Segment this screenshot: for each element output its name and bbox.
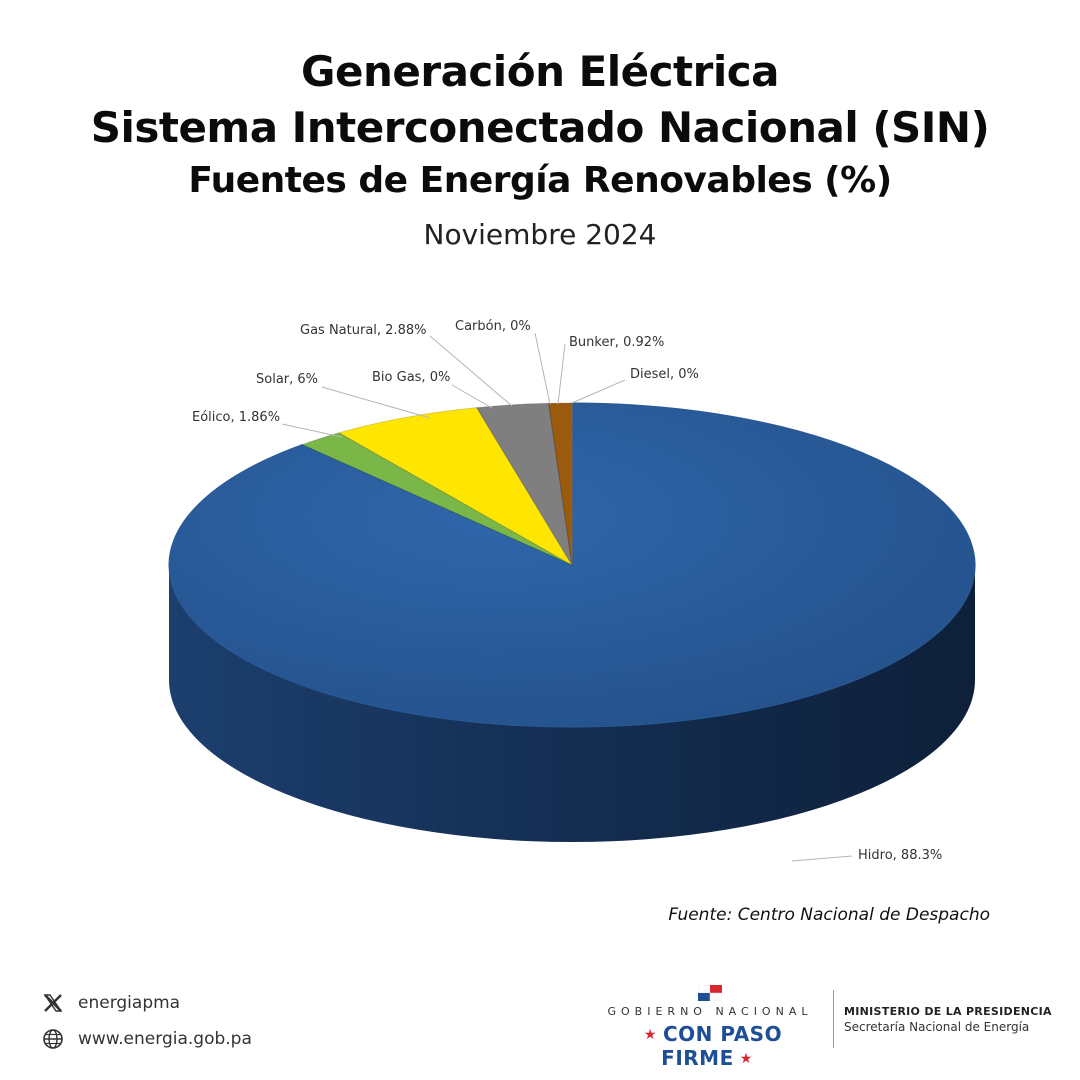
leader-line	[557, 343, 566, 405]
slice-label-bio-gas: Bio Gas, 0%	[372, 370, 450, 385]
ministry-block: MINISTERIO DE LA PRESIDENCIA Secretaría …	[844, 1005, 1052, 1034]
star-icon: ★	[739, 1051, 753, 1067]
gov-line-1: GOBIERNO NACIONAL	[607, 1005, 813, 1018]
slice-label-eólico: Eólico, 1.86%	[192, 410, 280, 425]
pie-slice-solar	[337, 407, 574, 567]
ministry-department: Secretaría Nacional de Energía	[844, 1020, 1030, 1034]
gov-line-2: ★ CON PASO FIRME ★	[590, 1022, 830, 1070]
slice-label-solar: Solar, 6%	[256, 372, 318, 387]
website-link[interactable]: www.energia.gob.pa	[40, 1021, 252, 1057]
slice-label-carbón: Carbón, 0%	[455, 319, 531, 334]
pie-slice-gas-natural	[475, 402, 573, 566]
website-url: www.energia.gob.pa	[78, 1029, 252, 1049]
pie-leaders	[281, 332, 853, 862]
leader-line	[451, 384, 493, 409]
twitter-link[interactable]: energiapma	[40, 985, 252, 1021]
leader-line	[429, 335, 513, 407]
slice-label-diesel: Diesel, 0%	[630, 367, 699, 382]
pie-labels: Hidro, 88.3% Eólico, 1.86% Solar, 6% Bio Ga…	[192, 319, 942, 863]
leader-line	[571, 379, 626, 404]
pie-rim	[169, 565, 975, 842]
ministry-name: MINISTERIO DE LA PRESIDENCIA	[844, 1005, 1052, 1018]
pie-chart: Hidro, 88.3% Eólico, 1.86% Solar, 6% Bio Ga…	[168, 319, 976, 863]
gov-logo: GOBIERNO NACIONAL ★ CON PASO FIRME ★	[590, 985, 830, 1070]
x-logo-icon	[40, 990, 66, 1016]
leader-line	[321, 386, 431, 419]
title-line-3: Fuentes de Energía Renovables (%)	[188, 160, 892, 201]
footer-divider	[833, 990, 834, 1048]
pie-slice-carbón	[548, 403, 573, 566]
star-icon: ★	[643, 1027, 657, 1043]
social-links: energiapma www.energia.gob.pa	[40, 985, 252, 1057]
pie-side	[169, 565, 975, 842]
gov-slogan: CON PASO FIRME	[661, 1022, 783, 1070]
panama-flag-icon	[698, 985, 722, 1001]
slice-label-bunker: Bunker, 0.92%	[569, 335, 664, 350]
leader-line	[791, 855, 853, 862]
leader-line	[534, 332, 551, 405]
twitter-handle: energiapma	[78, 993, 181, 1013]
slice-label-gas-natural: Gas Natural, 2.88%	[300, 323, 426, 338]
slice-label-hidro: Hidro, 88.3%	[858, 848, 942, 863]
title-line-1: Generación Eléctrica	[301, 47, 779, 96]
pie-slice-eólico	[301, 432, 573, 566]
subtitle: Noviembre 2024	[423, 218, 657, 251]
pie-top	[168, 402, 976, 728]
source-note: Fuente: Centro Nacional de Despacho	[668, 905, 990, 925]
globe-icon	[40, 1026, 66, 1052]
title-line-2: Sistema Interconectado Nacional (SIN)	[90, 103, 990, 152]
title-block: Generación Eléctrica Sistema Interconect…	[0, 44, 1080, 206]
leader-line	[281, 423, 343, 438]
